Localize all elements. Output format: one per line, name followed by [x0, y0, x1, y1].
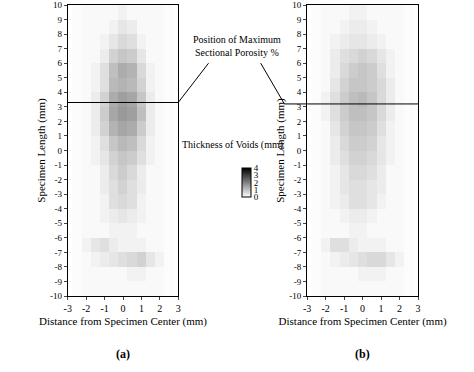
svg-text:2: 2: [397, 303, 402, 314]
svg-text:3: 3: [254, 170, 259, 180]
svg-text:Distance from Specimen Center: Distance from Specimen Center (mm): [279, 315, 447, 328]
svg-text:1: 1: [57, 131, 62, 141]
svg-text:5: 5: [297, 73, 302, 83]
svg-text:-1: -1: [100, 303, 108, 314]
svg-text:1: 1: [297, 131, 302, 141]
svg-text:9: 9: [297, 15, 302, 25]
svg-text:-9: -9: [54, 277, 62, 287]
svg-text:4: 4: [297, 87, 302, 97]
svg-text:-8: -8: [294, 262, 302, 272]
svg-text:0: 0: [121, 303, 126, 314]
svg-text:-5: -5: [294, 218, 302, 228]
svg-text:-2: -2: [321, 303, 329, 314]
svg-text:1: 1: [254, 185, 258, 195]
svg-text:Thickness of Voids (mm): Thickness of Voids (mm): [182, 139, 283, 151]
svg-text:6: 6: [297, 58, 302, 68]
svg-text:2: 2: [297, 117, 302, 127]
svg-text:1: 1: [379, 303, 384, 314]
svg-text:Position of MaximumSectional P: Position of MaximumSectional Porosity %: [193, 34, 281, 58]
svg-text:-6: -6: [294, 233, 302, 243]
svg-text:-10: -10: [50, 291, 62, 301]
svg-text:Specimen Length (mm): Specimen Length (mm): [35, 98, 48, 203]
svg-text:-1: -1: [294, 160, 302, 170]
svg-text:8: 8: [297, 29, 302, 39]
svg-text:-8: -8: [54, 262, 62, 272]
svg-text:9: 9: [57, 15, 62, 25]
svg-text:0: 0: [254, 192, 259, 202]
svg-text:-7: -7: [294, 248, 302, 258]
svg-text:-1: -1: [340, 303, 348, 314]
svg-text:0: 0: [57, 146, 62, 156]
svg-text:7: 7: [297, 44, 302, 54]
svg-text:-1: -1: [54, 160, 62, 170]
svg-text:10: 10: [53, 0, 63, 10]
svg-text:(a): (a): [116, 347, 130, 361]
svg-text:Specimen Length (mm): Specimen Length (mm): [274, 98, 287, 203]
svg-text:(b): (b): [355, 347, 370, 361]
svg-text:-2: -2: [82, 303, 90, 314]
svg-text:Distance from Specimen Center: Distance from Specimen Center (mm): [39, 315, 207, 328]
svg-text:-3: -3: [54, 189, 62, 199]
svg-text:-9: -9: [294, 277, 302, 287]
svg-text:2: 2: [157, 303, 162, 314]
svg-text:0: 0: [360, 303, 365, 314]
svg-text:3: 3: [297, 102, 302, 112]
svg-text:5: 5: [57, 73, 62, 83]
svg-text:1: 1: [139, 303, 144, 314]
svg-text:-10: -10: [289, 291, 301, 301]
svg-text:8: 8: [57, 29, 62, 39]
svg-text:2: 2: [57, 117, 62, 127]
svg-text:-2: -2: [294, 175, 302, 185]
svg-text:-3: -3: [303, 303, 311, 314]
svg-text:6: 6: [57, 58, 62, 68]
svg-text:-3: -3: [294, 189, 302, 199]
svg-text:3: 3: [176, 303, 181, 314]
svg-text:2: 2: [254, 178, 258, 188]
svg-text:-7: -7: [54, 248, 62, 258]
svg-text:3: 3: [416, 303, 421, 314]
svg-text:10: 10: [292, 0, 302, 10]
svg-text:-4: -4: [54, 204, 62, 214]
svg-text:-6: -6: [54, 233, 62, 243]
svg-text:4: 4: [57, 87, 62, 97]
svg-text:0: 0: [297, 146, 302, 156]
svg-text:-3: -3: [64, 303, 72, 314]
svg-text:7: 7: [57, 44, 62, 54]
svg-text:3: 3: [57, 102, 62, 112]
svg-text:4: 4: [254, 163, 259, 173]
svg-text:-5: -5: [54, 218, 62, 228]
svg-text:-2: -2: [54, 175, 62, 185]
svg-text:-4: -4: [294, 204, 302, 214]
